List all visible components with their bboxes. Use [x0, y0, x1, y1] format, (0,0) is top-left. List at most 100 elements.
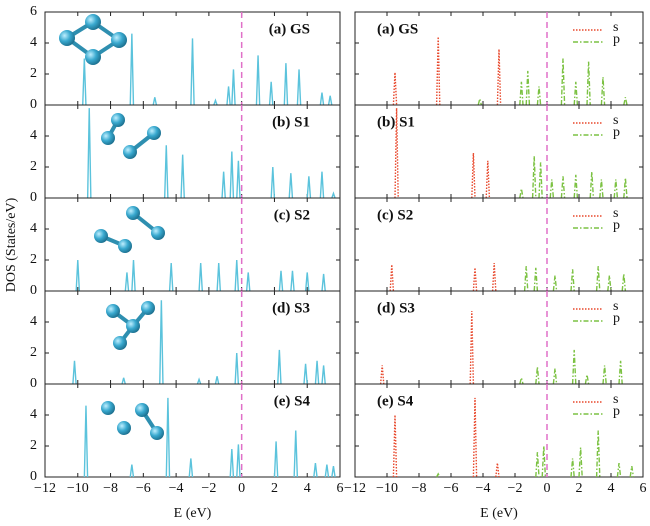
dos-peak: [573, 350, 576, 384]
dos-peak: [493, 263, 496, 291]
dos-peak: [307, 176, 310, 198]
dos-peak: [289, 173, 292, 198]
dos-peak: [590, 172, 593, 198]
dos-peak: [197, 379, 200, 384]
x-tick-label: 6: [337, 481, 344, 496]
x-tick-label: 0: [544, 481, 551, 496]
dos-peak: [160, 300, 163, 384]
dos-peak: [170, 263, 173, 291]
y-tick-label: 4: [30, 128, 37, 143]
y-tick-label: 0: [30, 469, 37, 484]
dos-peak: [165, 145, 168, 198]
dos-peak: [130, 34, 133, 105]
dos-peak: [227, 86, 230, 105]
dos-peak: [619, 361, 622, 384]
molecule-gs: [59, 14, 127, 65]
dos-peak: [585, 375, 588, 384]
dos-peak: [88, 108, 91, 198]
x-tick-label: −10: [376, 481, 398, 496]
dos-peak: [520, 378, 523, 384]
dos-peak: [470, 311, 473, 384]
dos-peak: [322, 274, 325, 291]
legend-label: p: [613, 404, 620, 419]
dos-peak: [550, 179, 553, 198]
panel-title: (d) S3: [377, 300, 415, 316]
panel-title: (c) S2: [377, 207, 413, 223]
dos-peak: [486, 161, 489, 198]
x-tick-label: −6: [444, 481, 459, 496]
dos-peak: [630, 466, 633, 477]
dos-peak: [304, 364, 307, 384]
dos-peak: [534, 268, 537, 291]
dos-peak: [473, 398, 476, 477]
dos-peak: [472, 153, 475, 198]
x-tick-label: −8: [412, 481, 427, 496]
x-tick-label: −12: [344, 481, 366, 496]
dos-peak: [130, 465, 133, 477]
dos-peak: [214, 100, 217, 105]
dos-peak: [473, 268, 476, 291]
legend-label: p: [613, 32, 620, 47]
panel-title: (e) S4: [274, 393, 311, 409]
dos-peak: [132, 260, 135, 291]
y-tick-label: 4: [30, 314, 37, 329]
legend-label: p: [613, 311, 620, 326]
molecule-s4: [101, 401, 164, 440]
dos-peak: [437, 37, 440, 105]
chart: 0 2 4 6 (a) GS DOS (States/eV) 0 2 4 (b) S1 0 2 4 (c)…: [0, 0, 650, 526]
x-axis-label: E (eV): [480, 506, 518, 521]
dos-peak: [600, 179, 603, 198]
dos-peak: [571, 269, 574, 291]
dos-peak: [83, 59, 86, 106]
y-tick-label: 0: [30, 376, 37, 391]
y-axis-label: DOS (States/eV): [4, 197, 19, 292]
dos-peak: [542, 446, 545, 477]
dos-peak: [497, 49, 500, 105]
panel-title: (c) S2: [274, 207, 310, 223]
dos-peak: [614, 179, 617, 198]
dos-peak: [191, 38, 194, 105]
x-tick-label: 2: [576, 481, 583, 496]
dos-peak: [553, 276, 556, 292]
panel-title: (b) S1: [377, 114, 415, 130]
dos-peak: [125, 272, 128, 291]
dos-peak: [329, 96, 332, 105]
y-tick-label: 2: [30, 345, 37, 360]
dos-peak: [230, 152, 233, 199]
panel-title: (a) GS: [269, 21, 310, 37]
dos-peak: [624, 178, 627, 198]
dos-peak: [76, 260, 79, 291]
dos-peak: [520, 82, 523, 105]
y-tick-label: 4: [30, 407, 37, 422]
y-tick-label: 4: [30, 35, 37, 50]
x-tick-label: −4: [476, 481, 491, 496]
panel-title: (b) S1: [272, 114, 310, 130]
dos-peak: [537, 86, 540, 105]
x-tick-label: 0: [238, 481, 245, 496]
dos-peak: [525, 266, 528, 291]
y-tick-label: 6: [30, 4, 37, 19]
dos-peak: [526, 71, 529, 105]
dos-peak: [601, 77, 604, 105]
dos-peak: [291, 271, 294, 291]
dos-peak: [256, 55, 259, 105]
molecule-s2: [94, 206, 165, 253]
dos-peak: [294, 431, 297, 478]
y-tick-label: 2: [30, 159, 37, 174]
dos-peak: [381, 365, 384, 384]
y-tick-label: 4: [30, 221, 37, 236]
dos-peak: [153, 97, 156, 105]
dos-peak: [284, 63, 287, 105]
dos-peak: [279, 271, 282, 291]
x-tick-label: 2: [271, 481, 278, 496]
legend-label: p: [613, 218, 620, 233]
dos-peak: [320, 93, 323, 105]
dos-peak: [393, 72, 396, 105]
dos-peak: [166, 398, 169, 477]
molecule-s3: [106, 301, 155, 350]
x-tick-label: −2: [201, 481, 216, 496]
y-tick-label: 2: [30, 252, 37, 267]
y-tick-label: 2: [30, 438, 37, 453]
dos-peak: [297, 69, 300, 105]
dos-peak: [315, 361, 318, 384]
